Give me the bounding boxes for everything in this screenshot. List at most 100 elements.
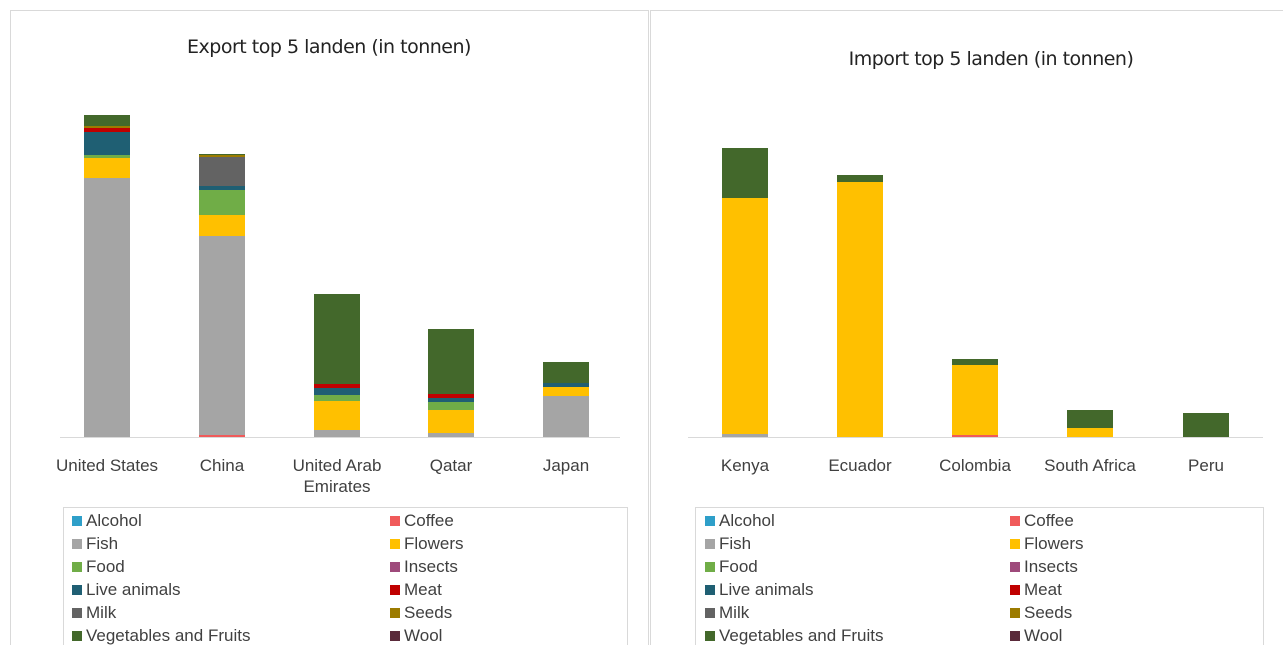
- bar-segment: [84, 178, 130, 437]
- legend-swatch: [390, 631, 400, 641]
- bar-segment: [952, 435, 998, 437]
- legend-entry: Coffee: [390, 511, 454, 531]
- legend-entry: Flowers: [390, 534, 464, 554]
- x-tick-label: United Arab Emirates: [282, 455, 392, 497]
- legend-swatch: [390, 539, 400, 549]
- x-tick-label: China: [167, 455, 277, 476]
- legend-label: Fish: [86, 534, 118, 553]
- legend-swatch: [72, 562, 82, 572]
- bar-segment: [1183, 413, 1229, 437]
- bar-segment: [543, 387, 589, 396]
- bar-segment: [84, 115, 130, 126]
- legend-swatch: [705, 562, 715, 572]
- legend-swatch: [72, 585, 82, 595]
- bar-segment: [543, 383, 589, 387]
- legend-swatch: [72, 516, 82, 526]
- bar-segment: [428, 433, 474, 437]
- legend-label: Flowers: [404, 534, 464, 553]
- legend-entry: Vegetables and Fruits: [705, 626, 883, 646]
- bar-segment: [84, 155, 130, 158]
- bar-segment: [199, 186, 245, 190]
- bar-segment: [428, 394, 474, 398]
- bar-segment: [722, 434, 768, 437]
- bar-segment: [837, 182, 883, 437]
- legend-box: [696, 508, 1264, 646]
- legend-entry: Alcohol: [72, 511, 142, 531]
- legend-label: Coffee: [1024, 511, 1074, 530]
- legend-label: Seeds: [404, 603, 452, 622]
- x-tick-label: United States: [52, 455, 162, 476]
- legend-label: Meat: [404, 580, 442, 599]
- x-tick-label: Peru: [1151, 455, 1261, 476]
- bar-segment: [314, 430, 360, 437]
- bar-segment: [722, 198, 768, 434]
- legend-entry: Coffee: [1010, 511, 1074, 531]
- bar-segment: [199, 155, 245, 157]
- legend-entry: Milk: [72, 603, 116, 623]
- legend-entry: Flowers: [1010, 534, 1084, 554]
- legend-label: Meat: [1024, 580, 1062, 599]
- legend-label: Live animals: [86, 580, 181, 599]
- legend-label: Milk: [86, 603, 116, 622]
- legend-entry: Live animals: [72, 580, 181, 600]
- bar-segment: [199, 435, 245, 437]
- legend-entry: Wool: [390, 626, 442, 646]
- chart-title: Import top 5 landen (in tonnen): [741, 48, 1241, 70]
- legend-swatch: [390, 608, 400, 618]
- legend-entry: Meat: [390, 580, 442, 600]
- bar-segment: [199, 190, 245, 215]
- x-tick-label: Qatar: [396, 455, 506, 476]
- legend-entry: Fish: [72, 534, 118, 554]
- legend-entry: Live animals: [705, 580, 814, 600]
- bar-segment: [84, 158, 130, 178]
- legend-swatch: [1010, 608, 1020, 618]
- legend-swatch: [705, 516, 715, 526]
- legend-entry: Wool: [1010, 626, 1062, 646]
- legend-label: Coffee: [404, 511, 454, 530]
- legend-swatch: [390, 516, 400, 526]
- bar-segment: [199, 154, 245, 155]
- legend-swatch: [1010, 631, 1020, 641]
- legend-box: [64, 508, 628, 646]
- x-tick-label: South Africa: [1035, 455, 1145, 476]
- legend-entry: Insects: [390, 557, 458, 577]
- bar-segment: [84, 128, 130, 132]
- legend-swatch: [1010, 539, 1020, 549]
- legend-entry: Seeds: [390, 603, 452, 623]
- bar-segment: [314, 384, 360, 388]
- bar-segment: [1067, 428, 1113, 437]
- bar-segment: [314, 395, 360, 401]
- legend-label: Wool: [1024, 626, 1062, 645]
- bar-segment: [428, 329, 474, 394]
- bar-segment: [543, 362, 589, 383]
- bar-segment: [199, 157, 245, 186]
- legend-label: Vegetables and Fruits: [719, 626, 883, 645]
- bar-segment: [428, 398, 474, 402]
- legend-swatch: [1010, 585, 1020, 595]
- bar-segment: [722, 148, 768, 198]
- bar-segment: [314, 388, 360, 395]
- legend-entry: Seeds: [1010, 603, 1072, 623]
- legend-label: Milk: [719, 603, 749, 622]
- legend-label: Flowers: [1024, 534, 1084, 553]
- bar-segment: [952, 365, 998, 435]
- legend-entry: Milk: [705, 603, 749, 623]
- legend-swatch: [1010, 562, 1020, 572]
- legend-swatch: [72, 631, 82, 641]
- legend-label: Alcohol: [719, 511, 775, 530]
- legend-label: Vegetables and Fruits: [86, 626, 250, 645]
- bar-segment: [428, 402, 474, 410]
- bar-segment: [314, 401, 360, 430]
- legend-swatch: [72, 539, 82, 549]
- legend-swatch: [705, 631, 715, 641]
- x-tick-label: Colombia: [920, 455, 1030, 476]
- legend-label: Wool: [404, 626, 442, 645]
- bar-segment: [314, 294, 360, 384]
- legend-swatch: [705, 608, 715, 618]
- legend-label: Insects: [404, 557, 458, 576]
- legend-entry: Fish: [705, 534, 751, 554]
- bar-segment: [1067, 410, 1113, 428]
- chart-title: Export top 5 landen (in tonnen): [79, 36, 579, 58]
- legend-entry: Vegetables and Fruits: [72, 626, 250, 646]
